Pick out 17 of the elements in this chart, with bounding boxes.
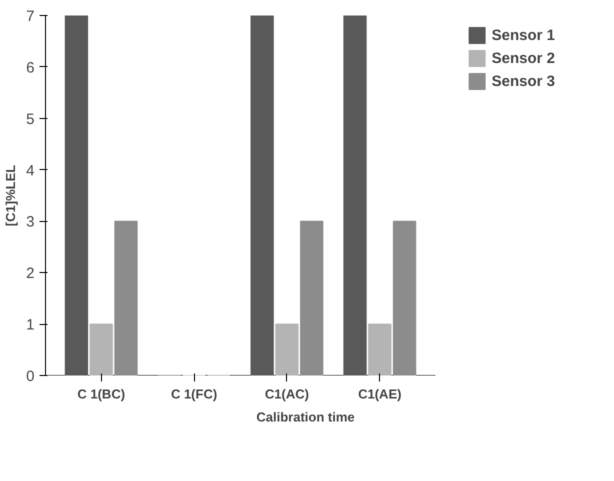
x-tick-label: C1(AC) <box>264 386 309 402</box>
y-tick-label: 7 <box>26 8 34 25</box>
x-axis-title: Calibration time <box>256 410 355 424</box>
legend-label: Sensor 3 <box>492 72 555 90</box>
y-tick-label: 1 <box>26 316 34 334</box>
legend-label: Sensor 2 <box>492 50 555 66</box>
y-tick-label: 0 <box>26 368 34 385</box>
y-tick-label: 3 <box>26 214 34 231</box>
y-tick-label: 5 <box>26 110 34 128</box>
y-tick-label: 6 <box>26 59 34 76</box>
x-tick-label: C1(AE) <box>358 386 402 402</box>
y-tick-label: 2 <box>26 265 34 282</box>
x-tick-label: C 1(BC) <box>77 386 126 402</box>
legend-label: Sensor 1 <box>492 26 555 44</box>
x-tick-label: C 1(FC) <box>170 386 218 402</box>
y-tick-label: 4 <box>26 162 34 180</box>
y-axis-title: [C1]%LEL <box>3 164 18 226</box>
